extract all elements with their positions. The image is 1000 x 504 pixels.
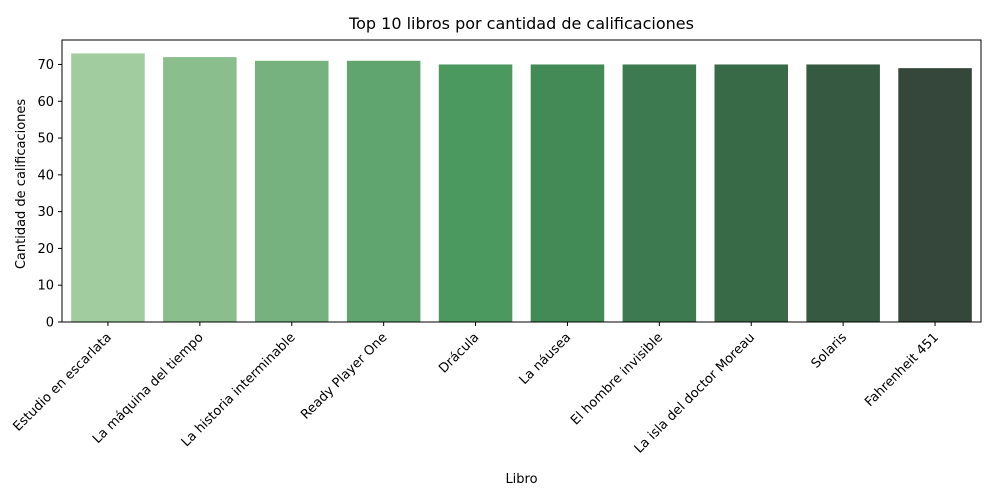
bar-7 (622, 64, 697, 322)
y-tick-label: 40 (37, 168, 54, 183)
bar-8 (714, 64, 789, 322)
bar-3 (254, 60, 329, 323)
x-tick-label: Fahrenheit 451 (862, 330, 942, 410)
chart-title: Top 10 libros por cantidad de calificaci… (348, 14, 694, 33)
y-tick-label: 10 (37, 279, 54, 294)
y-tick-label: 20 (37, 242, 54, 257)
x-tick-label: La náusea (517, 330, 575, 388)
bar-10 (898, 68, 972, 323)
y-tick-label: 30 (37, 205, 54, 220)
y-axis: 0 10 20 30 40 50 60 70 (37, 58, 62, 331)
x-tick-label: Drácula (436, 330, 482, 376)
x-tick-label: Solaris (809, 330, 851, 372)
y-axis-label: Cantidad de calificaciones (14, 99, 29, 270)
y-tick-label: 70 (37, 58, 54, 73)
bar-6 (530, 64, 605, 322)
bars-group (71, 53, 972, 323)
plot-frame (61, 39, 982, 323)
bar-2 (163, 57, 237, 322)
y-tick-label: 60 (37, 95, 54, 110)
bar-9 (806, 64, 880, 322)
x-axis-label: Libro (505, 472, 537, 487)
bar-5 (438, 64, 513, 322)
x-tick-label: El hombre invisible (568, 330, 666, 428)
x-tick-label: Estudio en escarlata (10, 330, 114, 434)
y-tick-label: 0 (46, 316, 54, 331)
bar-4 (346, 60, 421, 323)
bar-1 (71, 53, 145, 323)
x-tick-label: Ready Player One (298, 330, 390, 422)
y-tick-label: 50 (37, 132, 54, 147)
